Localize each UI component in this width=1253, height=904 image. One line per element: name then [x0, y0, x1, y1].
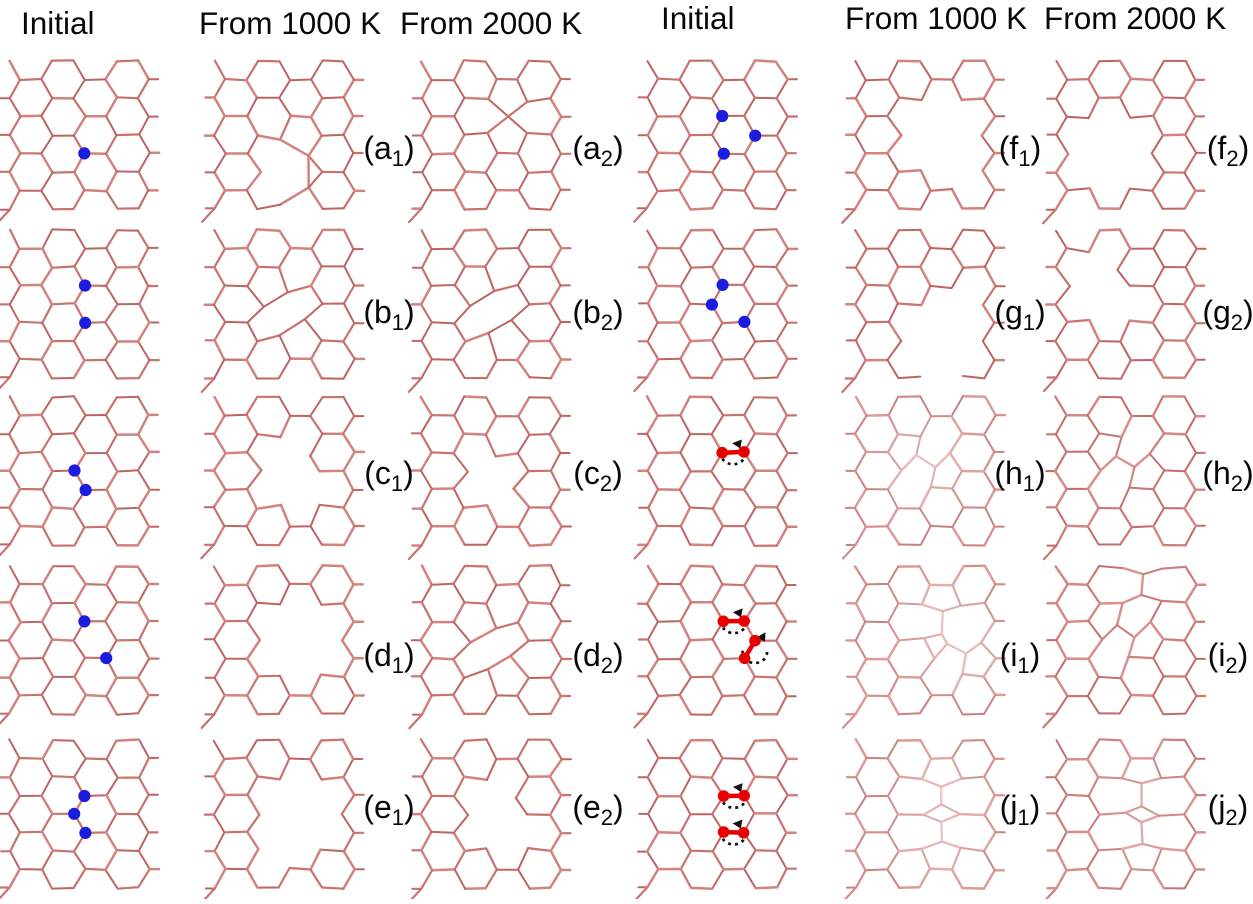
svg-text:(j1): (j1): [1000, 789, 1041, 830]
svg-text:(g1): (g1): [994, 294, 1045, 335]
svg-text:(c1): (c1): [364, 455, 414, 496]
svg-text:(h2): (h2): [1202, 455, 1253, 496]
svg-text:From 1000 K: From 1000 K: [845, 0, 1027, 36]
svg-text:(h1): (h1): [994, 455, 1045, 496]
svg-text:(i1): (i1): [1000, 637, 1041, 678]
svg-text:(e2): (e2): [572, 789, 623, 830]
svg-text:From 1000 K: From 1000 K: [199, 5, 381, 41]
svg-text:(j2): (j2): [1208, 789, 1249, 830]
svg-text:(a1): (a1): [363, 130, 414, 171]
svg-text:(d1): (d1): [363, 637, 414, 678]
svg-text:Initial: Initial: [661, 0, 735, 36]
svg-text:(d2): (d2): [572, 637, 623, 678]
svg-text:(a2): (a2): [572, 130, 623, 171]
svg-text:From 2000 K: From 2000 K: [1044, 0, 1226, 36]
svg-text:(g2): (g2): [1202, 294, 1253, 335]
svg-text:(c2): (c2): [573, 455, 623, 496]
svg-text:(f2): (f2): [1207, 130, 1249, 171]
svg-text:From 2000 K: From 2000 K: [400, 5, 582, 41]
svg-text:(e1): (e1): [363, 789, 414, 830]
svg-text:(b1): (b1): [363, 294, 414, 335]
svg-text:(b2): (b2): [572, 294, 623, 335]
svg-text:Initial: Initial: [21, 5, 95, 41]
